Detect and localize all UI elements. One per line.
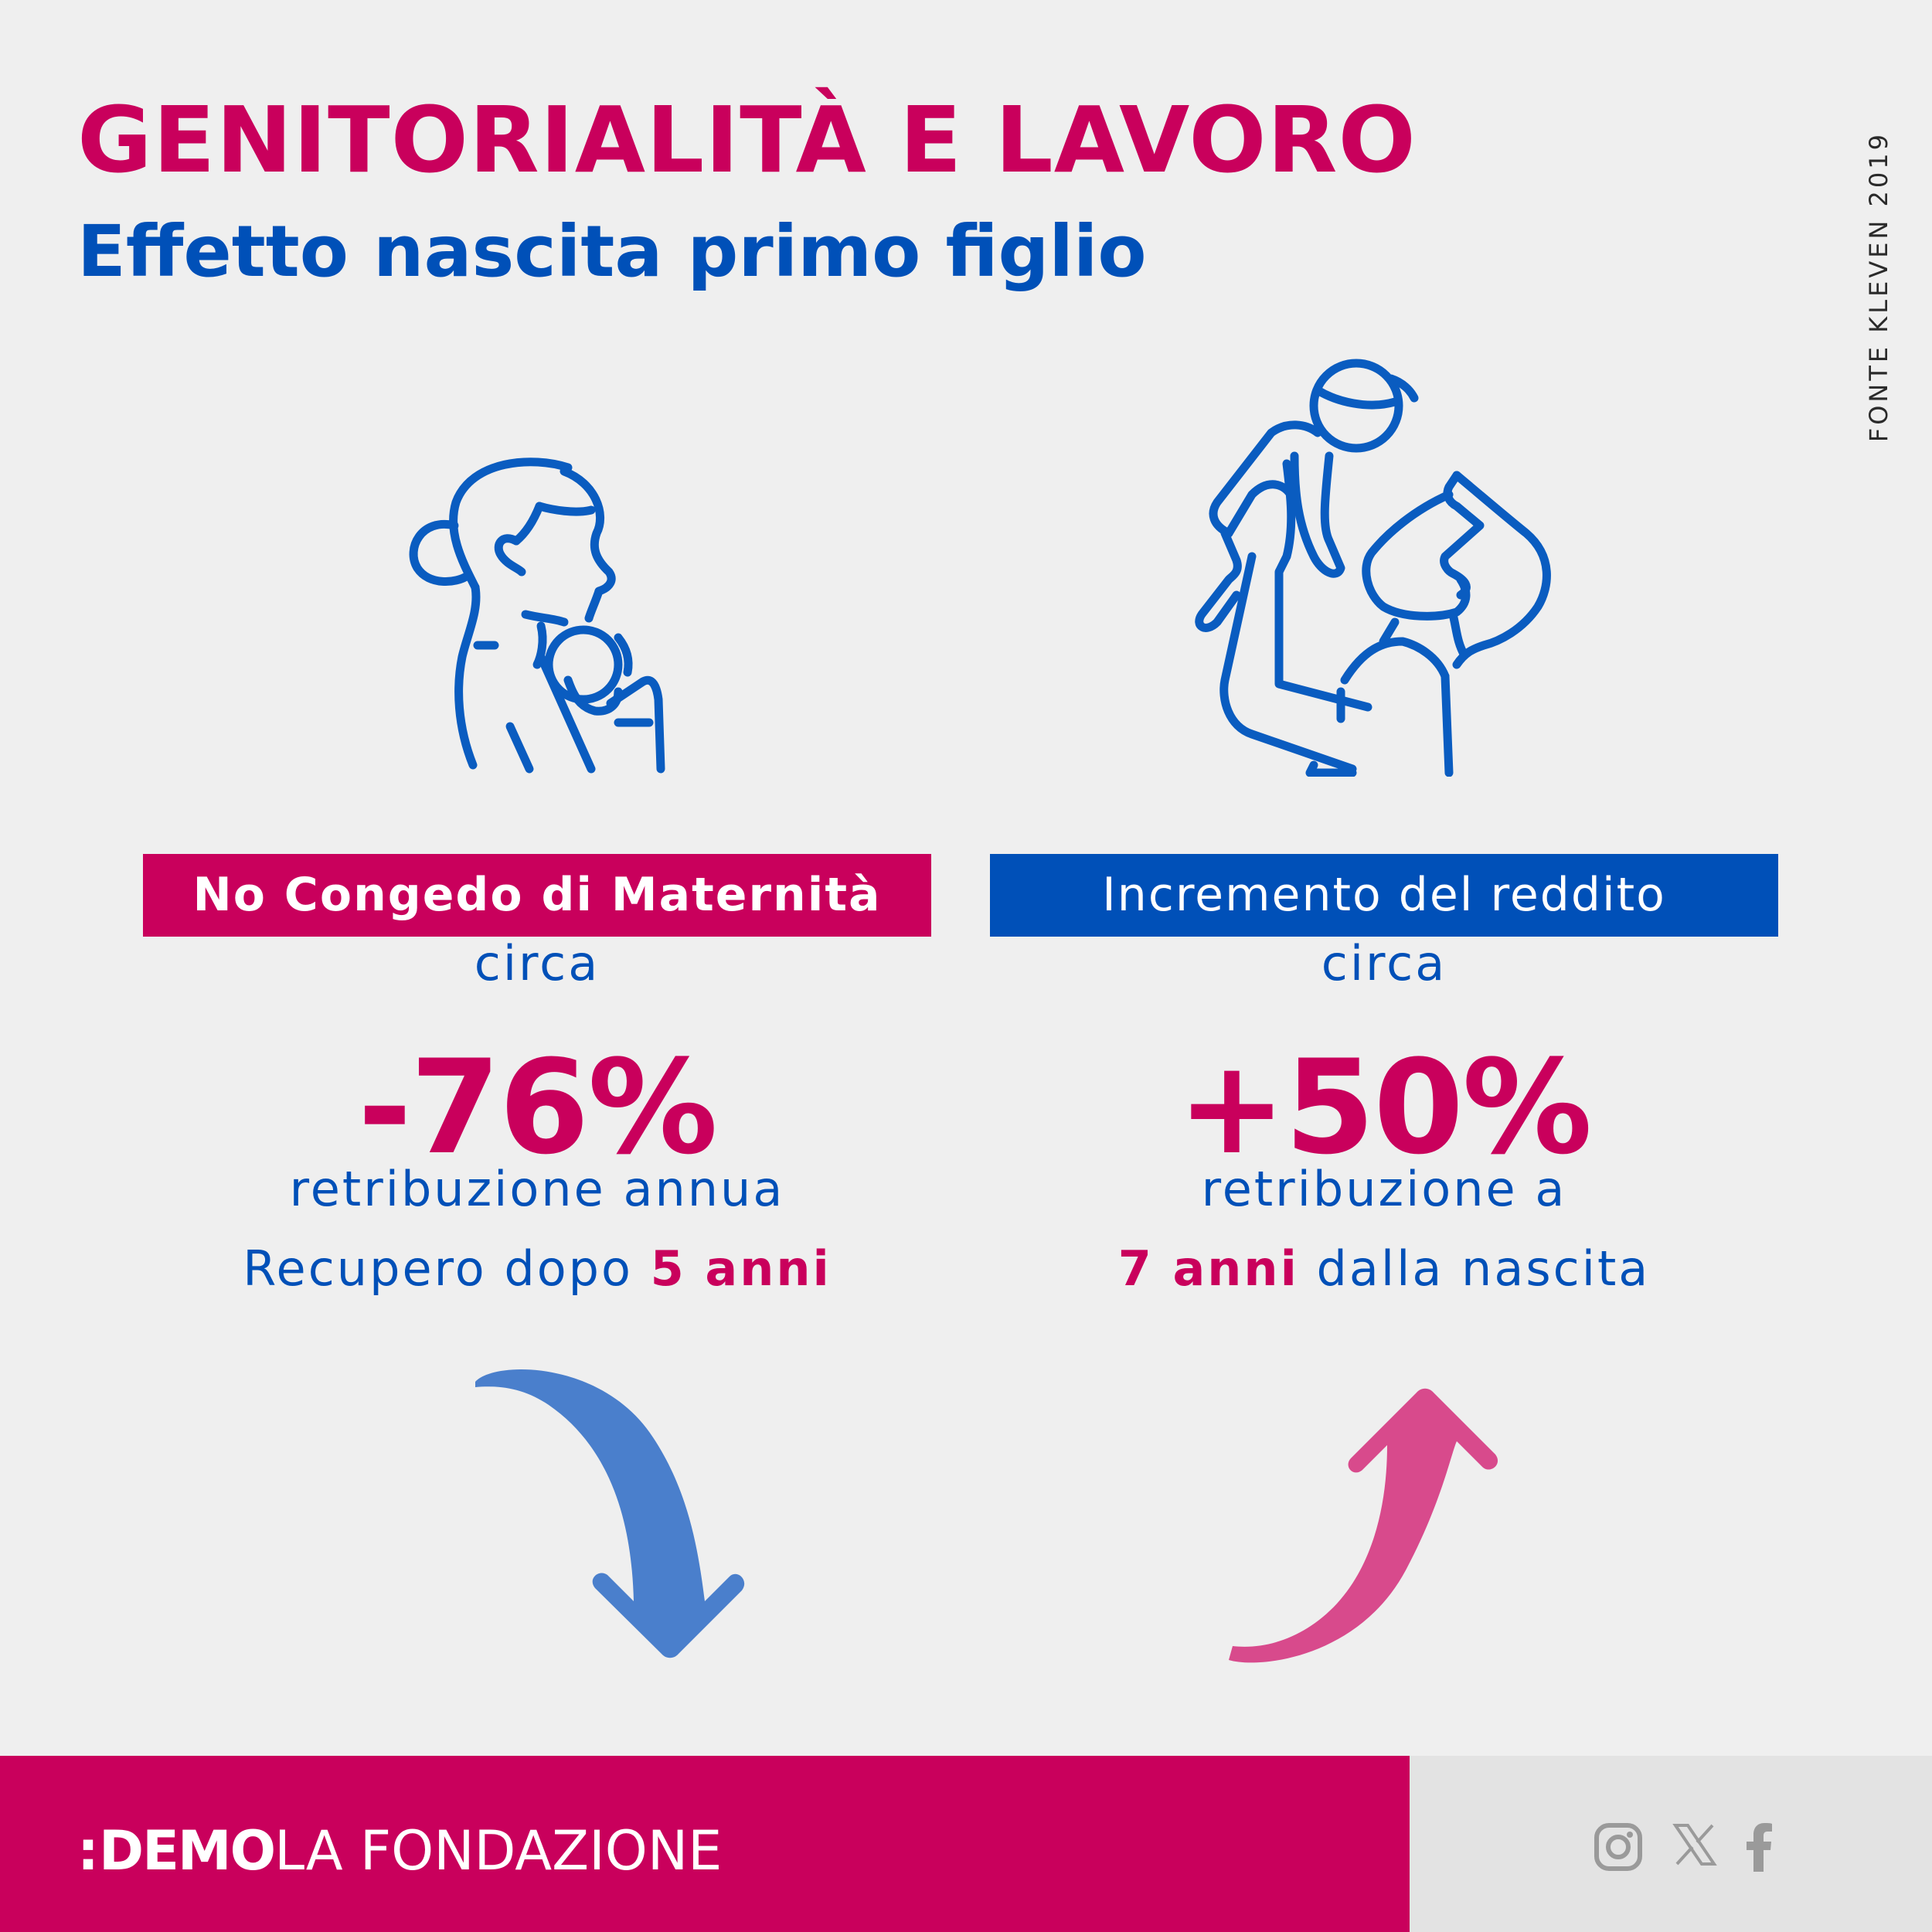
right-percentage-number: +50% bbox=[1177, 1032, 1593, 1183]
right-circa-label: circa bbox=[1321, 935, 1447, 992]
left-line2-prefix: Recupero dopo bbox=[243, 1240, 651, 1297]
logo-mark: : bbox=[77, 1819, 99, 1883]
logo-demo: DEMO bbox=[99, 1819, 276, 1883]
left-percentage-value: -76% bbox=[143, 1032, 931, 1183]
page-title: GENITORIALITÀ E LAVORO bbox=[77, 87, 1417, 193]
footer-social-bar bbox=[1410, 1756, 1932, 1932]
curved-arrow-down-icon bbox=[475, 1369, 745, 1658]
curved-arrow-up-icon bbox=[1229, 1388, 1498, 1663]
instagram-icon[interactable] bbox=[1594, 1822, 1643, 1872]
left-years-highlight: 5 anni bbox=[650, 1240, 832, 1297]
demo-logo[interactable]: :DEMOLA FONDAZIONE bbox=[77, 1816, 722, 1886]
left-circa-label: circa bbox=[474, 935, 600, 992]
right-years-highlight: 7 anni bbox=[1117, 1240, 1299, 1297]
mother-holding-baby-icon bbox=[409, 457, 665, 774]
source-label: FONTE KLEVEN 2019 bbox=[1864, 131, 1893, 443]
left-line1: retribuzione annua bbox=[289, 1161, 785, 1217]
income-increase-banner: Incremento del reddito bbox=[990, 854, 1778, 937]
father-lifting-child-icon bbox=[1195, 359, 1551, 777]
no-maternity-leave-banner: No Congedo di Maternità bbox=[143, 854, 931, 937]
logo-fondazione: LA FONDAZIONE bbox=[274, 1819, 723, 1883]
right-line2-suffix: dalla nascita bbox=[1298, 1240, 1651, 1297]
right-line2: 7 anni dalla nascita bbox=[990, 1240, 1778, 1297]
footer-brand-bar bbox=[0, 1756, 1410, 1932]
facebook-icon[interactable] bbox=[1745, 1822, 1773, 1872]
x-icon[interactable] bbox=[1672, 1822, 1717, 1867]
right-percentage-value: +50% bbox=[990, 1032, 1778, 1183]
page-subtitle: Effetto nascita primo figlio bbox=[77, 210, 1147, 293]
left-percentage-number: -76% bbox=[358, 1032, 718, 1183]
left-line2: Recupero dopo 5 anni bbox=[143, 1240, 931, 1297]
right-line1: retribuzione a bbox=[1201, 1161, 1567, 1217]
